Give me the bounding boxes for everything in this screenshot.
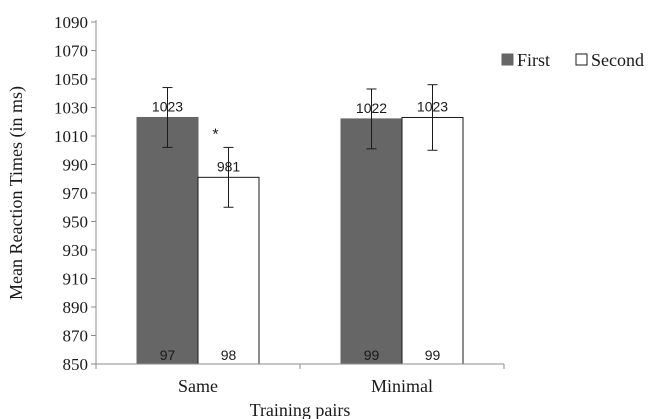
legend-swatch-first xyxy=(501,53,514,66)
error-bars xyxy=(162,84,438,208)
value-label: 1023 xyxy=(417,98,448,114)
bar-first-minimal xyxy=(340,118,403,365)
data-labels: 1023 97 981 98 1022 99 1023 99 * xyxy=(152,98,448,363)
x-axis-title: Training pairs xyxy=(250,400,351,419)
bar-second-minimal xyxy=(401,116,464,365)
bars xyxy=(136,116,464,365)
x-category-label: Minimal xyxy=(371,376,433,396)
value-label: 981 xyxy=(217,158,241,174)
y-tick-label: 1010 xyxy=(54,127,88,146)
legend-swatch-second xyxy=(575,53,588,66)
y-tick-label: 970 xyxy=(63,184,89,203)
n-label: 99 xyxy=(364,347,380,363)
y-tick-label: 850 xyxy=(63,355,89,374)
legend-label-second: Second xyxy=(591,50,644,70)
y-tick-label: 910 xyxy=(63,270,89,289)
x-axis-ticks: Same Minimal xyxy=(95,364,505,396)
y-tick-label: 890 xyxy=(63,298,89,317)
y-axis-title: Mean Reaction Times (in ms) xyxy=(6,86,27,300)
y-tick-label: 1070 xyxy=(54,42,88,61)
y-tick-label: 1050 xyxy=(54,70,88,89)
y-tick-label: 1090 xyxy=(54,13,88,32)
y-tick-label: 950 xyxy=(63,213,89,232)
y-tick-label: 990 xyxy=(63,156,89,175)
n-label: 97 xyxy=(160,347,176,363)
bar-first-same xyxy=(136,116,199,365)
bar-second-same xyxy=(197,176,260,365)
n-label: 98 xyxy=(221,347,237,363)
significance-marker: * xyxy=(212,126,218,143)
value-label: 1022 xyxy=(356,100,387,116)
legend: First Second xyxy=(501,50,644,70)
y-tick-label: 870 xyxy=(63,327,89,346)
y-axis-ticks: 850 870 890 910 930 950 970 990 1010 1030 1050 1070… xyxy=(54,13,96,374)
y-tick-label: 930 xyxy=(63,241,89,260)
x-category-label: Same xyxy=(178,376,218,396)
legend-label-first: First xyxy=(517,50,550,70)
n-label: 99 xyxy=(425,347,441,363)
value-label: 1023 xyxy=(152,98,183,114)
y-tick-label: 1030 xyxy=(54,99,88,118)
